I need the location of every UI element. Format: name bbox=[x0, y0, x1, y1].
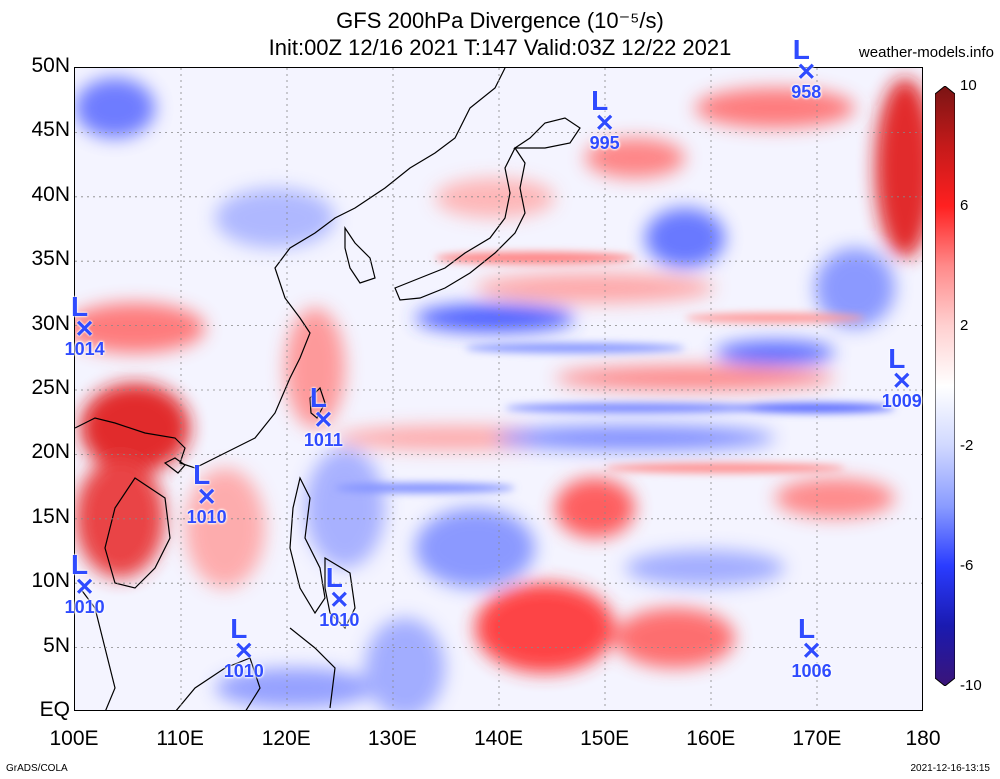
colorbar-tick-label: -10 bbox=[960, 677, 982, 694]
low-marker: L ✕ 1014 bbox=[50, 293, 120, 360]
lon-label: 100E bbox=[49, 727, 99, 750]
low-center-icon: ✕ bbox=[329, 586, 350, 614]
site-label: weather-models.info bbox=[858, 44, 994, 61]
low-marker: L ✕ 1010 bbox=[209, 615, 279, 682]
lon-label: 110E bbox=[156, 727, 204, 750]
low-marker: L ✕ 1010 bbox=[304, 563, 374, 630]
low-L: L bbox=[71, 549, 89, 581]
low-pressure-value: 1010 bbox=[64, 597, 105, 618]
low-pressure-value: 1014 bbox=[64, 339, 105, 360]
grads-credit: GrADS/COLA bbox=[6, 763, 68, 774]
colorbar-tick-label: -2 bbox=[960, 437, 974, 454]
low-marker: L ✕ 995 bbox=[570, 87, 640, 154]
lon-label: 130E bbox=[367, 727, 417, 750]
low-center-icon: ✕ bbox=[196, 483, 217, 511]
chart-title: GFS 200hPa Divergence (10⁻⁵/s) bbox=[336, 8, 664, 33]
colorbar-tick-label: 6 bbox=[960, 197, 969, 214]
lon-label: 160E bbox=[686, 727, 736, 750]
low-pressure-value: 1006 bbox=[791, 661, 832, 682]
low-L: L bbox=[309, 381, 327, 413]
lon-label: 180 bbox=[905, 727, 941, 750]
lat-label: 45N bbox=[31, 118, 70, 142]
low-marker: L ✕ 1010 bbox=[50, 551, 120, 618]
lon-label: 140E bbox=[473, 727, 524, 750]
chart-subtitle: Init:00Z 12/16 2021 T:147 Valid:03Z 12/2… bbox=[268, 35, 732, 60]
low-L: L bbox=[888, 343, 906, 374]
colorbar bbox=[934, 85, 956, 687]
low-pressure-value: 958 bbox=[791, 81, 822, 102]
low-marker: L ✕ 1009 bbox=[867, 345, 937, 412]
lat-label: 20N bbox=[31, 440, 70, 464]
low-pressure-value: 1010 bbox=[319, 609, 360, 630]
map-svg bbox=[75, 68, 922, 710]
timestamp: 2021-12-16-13:15 bbox=[910, 763, 990, 774]
low-pressure-value: 1010 bbox=[223, 661, 264, 682]
low-pressure-value: 995 bbox=[589, 133, 620, 154]
colorbar-tick-label: -6 bbox=[960, 557, 974, 574]
lon-label: 120E bbox=[261, 727, 311, 750]
low-center-icon: ✕ bbox=[233, 638, 254, 666]
low-L: L bbox=[193, 458, 211, 490]
colorbar-tick-label: 2 bbox=[960, 317, 969, 334]
low-L: L bbox=[230, 613, 248, 645]
low-L: L bbox=[71, 291, 89, 323]
low-center-icon: ✕ bbox=[313, 406, 334, 434]
low-center-icon: ✕ bbox=[801, 638, 822, 666]
lat-label: 35N bbox=[31, 247, 70, 271]
lon-label: 170E bbox=[792, 727, 842, 750]
low-pressure-value: 1009 bbox=[881, 391, 922, 411]
lon-label: 150E bbox=[580, 727, 630, 750]
low-marker: L ✕ 1006 bbox=[777, 615, 847, 682]
lat-label: 25N bbox=[31, 376, 70, 399]
colorbar-tick-label: 10 bbox=[960, 77, 977, 94]
lat-label: 30N bbox=[31, 311, 70, 335]
lat-label: 50N bbox=[31, 54, 70, 77]
low-L: L bbox=[591, 85, 609, 117]
low-marker: L ✕ 958 bbox=[771, 35, 841, 102]
divergence-field bbox=[75, 78, 922, 710]
low-center-icon: ✕ bbox=[796, 58, 817, 86]
low-L: L bbox=[792, 33, 810, 65]
low-center-icon: ✕ bbox=[74, 316, 95, 344]
low-L: L bbox=[798, 613, 816, 645]
divergence-map bbox=[74, 67, 923, 711]
low-center-icon: ✕ bbox=[891, 368, 912, 395]
lat-label: 40N bbox=[31, 182, 70, 206]
colorbar-svg bbox=[934, 85, 956, 687]
lat-label: EQ bbox=[39, 698, 70, 721]
low-L: L bbox=[325, 561, 343, 593]
lat-label: 5N bbox=[43, 633, 70, 657]
low-marker: L ✕ 1011 bbox=[288, 383, 358, 450]
divergence-streaks bbox=[335, 252, 895, 493]
low-center-icon: ✕ bbox=[594, 110, 615, 138]
lat-label: 10N bbox=[31, 569, 70, 593]
low-pressure-value: 1010 bbox=[186, 506, 227, 527]
lat-label: 15N bbox=[31, 504, 70, 528]
low-pressure-value: 1011 bbox=[303, 429, 343, 450]
low-center-icon: ✕ bbox=[74, 574, 95, 602]
low-marker: L ✕ 1010 bbox=[172, 460, 242, 527]
